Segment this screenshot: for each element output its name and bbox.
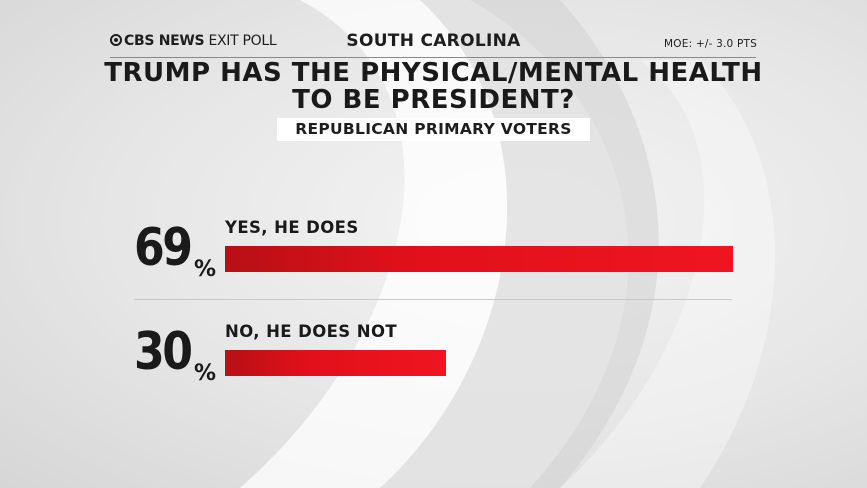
percent-sign-yes: %	[194, 257, 217, 282]
category-label-no: NO, HE DOES NOT	[225, 322, 398, 341]
header-divider	[110, 57, 756, 58]
row-divider	[134, 299, 732, 300]
category-label-yes: YES, HE DOES	[225, 218, 359, 237]
value-number-no: 30	[134, 322, 193, 382]
chart-subtitle: REPUBLICAN PRIMARY VOTERS	[277, 118, 590, 141]
bar-yes	[225, 246, 733, 272]
value-label-yes: 69%	[134, 218, 224, 282]
percent-sign-no: %	[194, 361, 217, 386]
chart-title: TRUMP HAS THE PHYSICAL/MENTAL HEALTH TO …	[60, 60, 807, 114]
chart-title-line1: TRUMP HAS THE PHYSICAL/MENTAL HEALTH	[104, 58, 763, 88]
bar-row-no: 30% NO, HE DOES NOT	[0, 322, 867, 402]
bar-row-yes: 69% YES, HE DOES	[0, 218, 867, 298]
state-label: SOUTH CAROLINA	[346, 31, 521, 51]
chart-title-line2: TO BE PRESIDENT?	[292, 85, 575, 115]
value-number-yes: 69	[134, 218, 193, 278]
bar-no	[225, 350, 446, 376]
cbs-eye-icon	[110, 34, 122, 46]
margin-of-error: MOE: +/- 3.0 PTS	[664, 38, 757, 50]
value-label-no: 30%	[134, 322, 224, 386]
brand-bold: CBS NEWS	[124, 33, 205, 49]
cbs-news-exit-poll-logo: CBS NEWS EXIT POLL	[110, 33, 277, 49]
brand-light: EXIT POLL	[208, 33, 277, 49]
